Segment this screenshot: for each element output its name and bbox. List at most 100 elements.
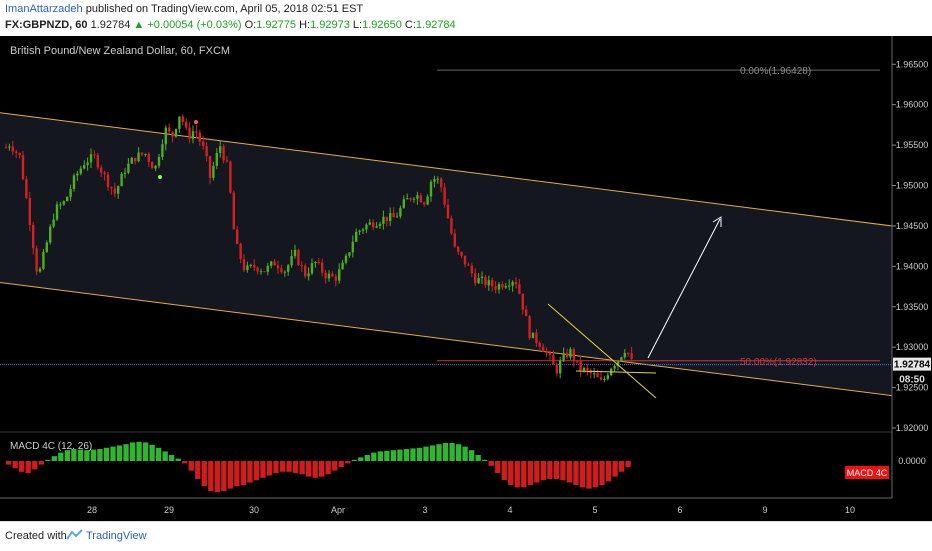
- bar-countdown: 08:50: [899, 375, 925, 386]
- price-change: ▲ +0.00054 (+0.03%): [133, 19, 242, 31]
- macd-zero-label: 0.0000: [898, 456, 926, 466]
- x-tick-label: 29: [164, 505, 174, 515]
- macd-bar: [527, 461, 533, 485]
- candle-body: [236, 229, 239, 244]
- projection-arrow[interactable]: [647, 218, 721, 359]
- candle-body: [151, 161, 154, 169]
- candle-body: [548, 352, 552, 355]
- macd-bar: [103, 447, 110, 461]
- y-tick-label: 1.96500: [896, 59, 929, 69]
- y-tick-label: 1.92500: [896, 383, 929, 393]
- candle-body: [249, 264, 252, 266]
- candle-body: [368, 222, 371, 225]
- macd-bar: [501, 461, 507, 481]
- time-axis[interactable]: [0, 498, 932, 521]
- candle-body: [613, 365, 616, 369]
- candle-body: [603, 378, 606, 380]
- candle-body: [8, 146, 11, 148]
- candle-body: [215, 153, 218, 166]
- candle-body: [300, 265, 303, 267]
- candle-body: [270, 261, 273, 266]
- channel-upper-line[interactable]: [0, 112, 893, 227]
- x-tick-label: 9: [762, 505, 767, 515]
- candle-body: [134, 157, 137, 162]
- ohlc-line: FX:GBPNZD, 60 1.92784 ▲ +0.00054 (+0.03%…: [5, 19, 456, 31]
- candle-body: [331, 273, 334, 277]
- candle-body: [174, 128, 178, 137]
- macd-bar: [612, 461, 618, 477]
- candle-body: [596, 373, 599, 378]
- candle-body: [157, 156, 161, 166]
- candle-body: [219, 146, 222, 154]
- macd-bar: [371, 452, 377, 461]
- candle-body: [406, 198, 409, 200]
- candle-body: [545, 351, 548, 353]
- macd-bar: [97, 449, 103, 461]
- price-axis[interactable]: [892, 36, 932, 498]
- wedge-lower-line[interactable]: [575, 370, 657, 374]
- chart-area[interactable]: 0.00%(1.96428) 50.00%(1.92832) British P…: [0, 36, 932, 521]
- header: ImanAttarzadeh published on TradingView.…: [0, 0, 932, 36]
- candle-body: [521, 293, 524, 310]
- candle-body: [429, 181, 433, 197]
- candle-body: [494, 286, 497, 290]
- macd-bar: [208, 461, 214, 491]
- macd-bar: [599, 461, 605, 485]
- macd-bar: [201, 461, 207, 487]
- channel-fill: [0, 112, 892, 396]
- candle-body: [586, 367, 589, 371]
- channel-lower-line[interactable]: [0, 282, 893, 397]
- macd-bar: [32, 461, 38, 470]
- candle-body: [25, 179, 28, 199]
- candle-body: [290, 255, 293, 266]
- high-label: H:: [299, 19, 311, 31]
- candle-body: [518, 284, 521, 294]
- x-tick-label: Apr: [331, 505, 345, 515]
- macd-bar: [462, 446, 468, 461]
- x-tick-label: 6: [677, 505, 682, 515]
- macd-bar: [495, 461, 501, 473]
- current-price-label: 1.92784: [894, 360, 931, 371]
- wedge-upper-line[interactable]: [547, 303, 657, 399]
- candle-body: [538, 342, 541, 347]
- macd-bar: [221, 461, 227, 491]
- candle-body: [273, 261, 276, 266]
- macd-bar: [51, 456, 57, 461]
- macd-bar: [586, 461, 592, 489]
- candle-body: [582, 367, 586, 371]
- candle-body: [514, 281, 518, 285]
- candle-body: [198, 132, 201, 142]
- close-value: 1.92784: [415, 19, 456, 31]
- candle-body: [436, 178, 439, 180]
- author-link[interactable]: ImanAttarzadeh: [5, 3, 83, 15]
- x-tick-label: 5: [592, 505, 597, 515]
- macd-bar: [162, 451, 168, 461]
- macd-bar: [566, 461, 573, 483]
- macd-bar: [182, 461, 188, 464]
- candle-body: [576, 361, 579, 363]
- candle-body: [205, 146, 208, 157]
- candle-body: [4, 147, 8, 149]
- y-tick-label: 1.95500: [896, 140, 929, 150]
- candle-body: [378, 223, 382, 227]
- tradingview-brand-link[interactable]: TradingView: [86, 530, 147, 542]
- candle-body: [185, 121, 188, 128]
- candle-body: [450, 218, 453, 234]
- candle-body: [497, 284, 501, 290]
- candle-body: [253, 264, 256, 268]
- macd-bar: [540, 461, 547, 481]
- candle-body: [45, 242, 48, 252]
- candle-body: [334, 276, 337, 281]
- y-tick-label: 1.93000: [896, 342, 929, 352]
- candle-body: [365, 224, 368, 230]
- candle-body: [344, 255, 348, 263]
- current-price-badge: [893, 357, 931, 371]
- macd-bar: [273, 461, 279, 473]
- candle-body: [555, 364, 558, 374]
- macd-bar: [390, 450, 397, 461]
- candle-body: [487, 280, 490, 286]
- macd-bar: [475, 455, 481, 461]
- candle-body: [62, 201, 65, 205]
- publish-line: ImanAttarzadeh published on TradingView.…: [5, 3, 363, 15]
- candle-body: [467, 264, 470, 266]
